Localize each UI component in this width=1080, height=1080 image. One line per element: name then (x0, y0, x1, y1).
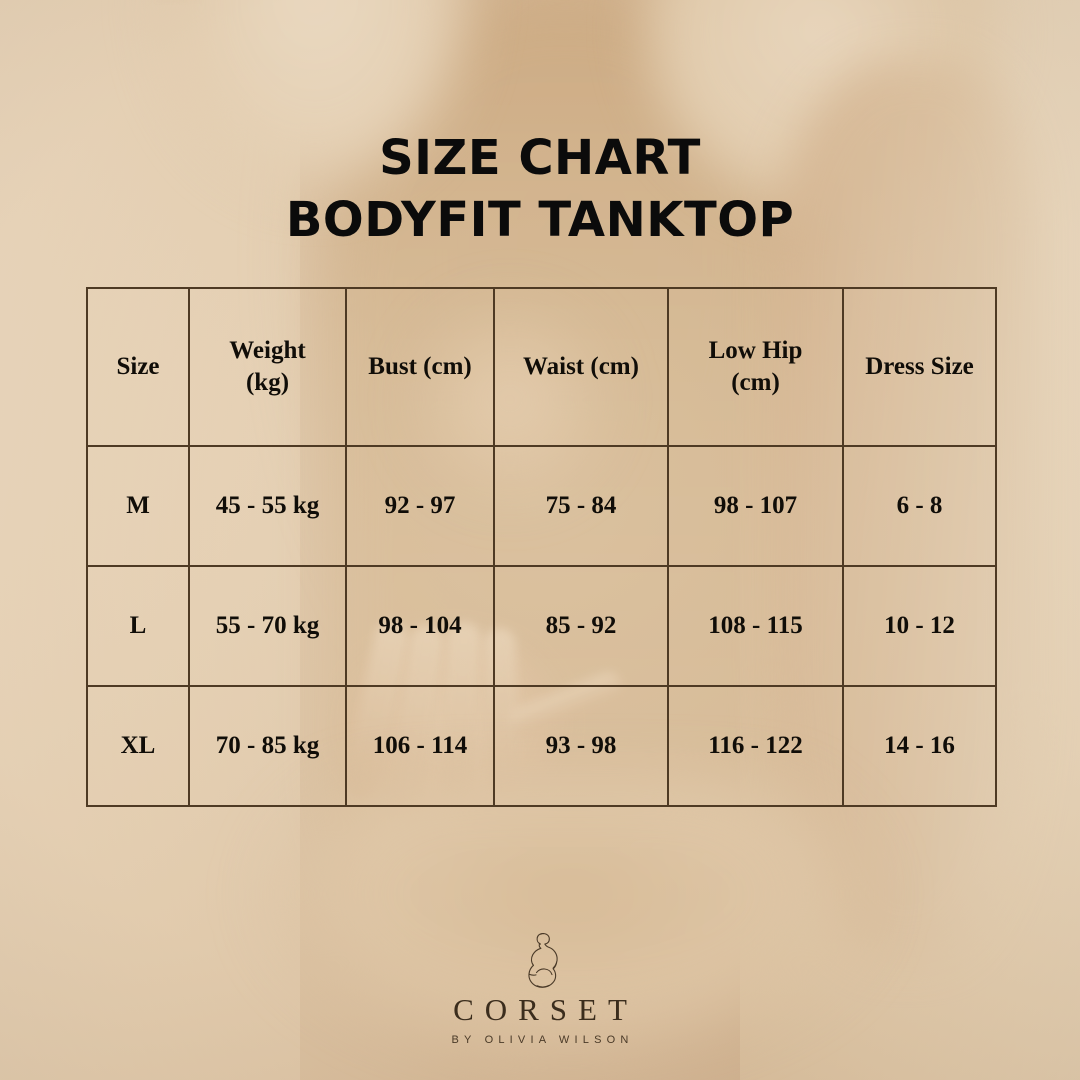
size-chart-table: Size Weight (kg) Bust (cm) Waist (cm) Lo… (86, 287, 997, 807)
column-header-dress-size-line1: Dress Size (865, 353, 974, 380)
cell-low-hip: 116 - 122 (667, 685, 844, 807)
column-header-waist-line1: Waist (cm) (523, 353, 639, 380)
cell-size: M (86, 445, 190, 567)
female-figure-line-art-icon (528, 933, 558, 989)
cell-bust: 106 - 114 (345, 685, 495, 807)
cell-waist: 75 - 84 (493, 445, 669, 567)
hip-silhouette (190, 780, 950, 1080)
column-header-low-hip-line2: (cm) (731, 369, 780, 396)
cell-weight: 45 - 55 kg (188, 445, 347, 567)
column-header-bust-line1: Bust (cm) (368, 353, 472, 380)
column-header-size-line1: Size (116, 353, 160, 380)
column-header-low-hip: Low Hip (cm) (667, 287, 844, 447)
page-title-line-1: SIZE CHART (379, 130, 701, 187)
column-header-waist: Waist (cm) (493, 287, 669, 447)
shoulder-highlight (100, 0, 530, 260)
brand-logo: CORSET BY OLIVIA WILSON (0, 930, 1080, 1046)
cell-weight: 55 - 70 kg (188, 565, 347, 687)
cell-waist: 93 - 98 (493, 685, 669, 807)
cell-weight: 70 - 85 kg (188, 685, 347, 807)
column-header-low-hip-line1: Low Hip (708, 337, 803, 364)
column-header-weight-line2: (kg) (245, 369, 290, 396)
column-header-weight-line1: Weight (229, 337, 306, 364)
column-header-weight: Weight (kg) (188, 287, 347, 447)
page-title: SIZE CHART BODYFIT TANKTOP (0, 128, 1080, 251)
cell-dress-size: 6 - 8 (842, 445, 997, 567)
cell-dress-size: 14 - 16 (842, 685, 997, 807)
table-row: M 45 - 55 kg 92 - 97 75 - 84 98 - 107 6 … (86, 445, 997, 567)
table-row: XL 70 - 85 kg 106 - 114 93 - 98 116 - 12… (86, 685, 997, 807)
table-header-row: Size Weight (kg) Bust (cm) Waist (cm) Lo… (86, 287, 997, 447)
column-header-size: Size (86, 287, 190, 447)
cell-waist: 85 - 92 (493, 565, 669, 687)
column-header-dress-size: Dress Size (842, 287, 997, 447)
cell-bust: 98 - 104 (345, 565, 495, 687)
column-header-bust: Bust (cm) (345, 287, 495, 447)
table-row: L 55 - 70 kg 98 - 104 85 - 92 108 - 115 … (86, 565, 997, 687)
logo-tagline: BY OLIVIA WILSON (451, 1034, 634, 1046)
cell-dress-size: 10 - 12 (842, 565, 997, 687)
cell-low-hip: 98 - 107 (667, 445, 844, 567)
cell-size: L (86, 565, 190, 687)
cell-size: XL (86, 685, 190, 807)
cell-bust: 92 - 97 (345, 445, 495, 567)
page-title-line-2: BODYFIT TANKTOP (285, 191, 795, 248)
cell-low-hip: 108 - 115 (667, 565, 844, 687)
logo-wordmark: CORSET (453, 992, 638, 1028)
